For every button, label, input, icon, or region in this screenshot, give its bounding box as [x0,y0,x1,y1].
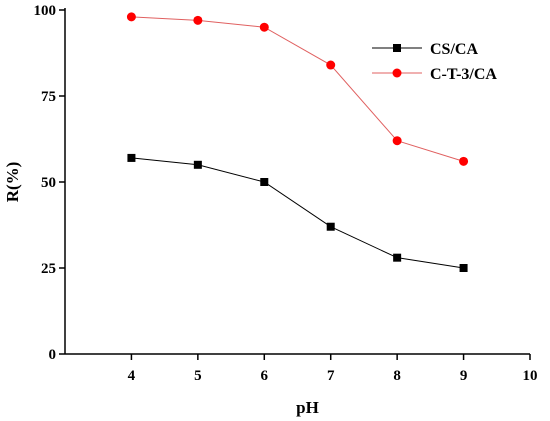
x-tick-label: 10 [523,368,538,384]
x-axis-title: pH [296,398,319,417]
legend-item: C-T-3/CA [372,66,497,83]
legend-item: CS/CA [372,41,478,58]
legend-marker [393,44,401,52]
x-tick-label: 9 [460,368,468,384]
data-point [326,60,336,70]
y-tick-label: 0 [49,347,57,363]
y-tick-label: 75 [41,89,56,105]
legend-marker [392,68,402,78]
y-ticks: 0 25 50 75 100 [34,3,65,363]
y-tick-label: 100 [34,3,57,19]
data-point [193,160,202,169]
legend-label: C-T-3/CA [430,66,497,83]
y-tick-label: 50 [41,175,56,191]
data-point [326,222,335,231]
series-layer [126,12,469,272]
series-0 [127,153,468,272]
data-point [459,264,468,272]
data-point [193,15,203,25]
y-axis: 0 25 50 75 100 [34,3,66,363]
series-1 [126,12,469,166]
legend: CS/CA C-T-3/CA [372,41,497,83]
x-axis: 4 5 6 7 8 9 10 [65,353,538,384]
series-line [131,157,464,269]
x-tick-label: 7 [327,368,335,384]
data-point [127,153,136,162]
x-ticks: 4 5 6 7 8 9 10 [128,354,538,384]
data-point [260,178,269,186]
y-tick-label: 25 [41,261,56,277]
x-tick-label: 8 [393,368,401,384]
data-point [393,253,402,262]
x-tick-label: 6 [261,368,269,384]
x-tick-label: 5 [194,368,202,384]
data-point [392,136,402,146]
data-point [126,12,136,22]
x-tick-label: 4 [128,368,136,384]
legend-label: CS/CA [430,41,478,58]
data-point [459,156,469,166]
y-axis-title: R(%) [3,162,22,203]
series-line [131,16,464,162]
data-point [259,22,269,32]
